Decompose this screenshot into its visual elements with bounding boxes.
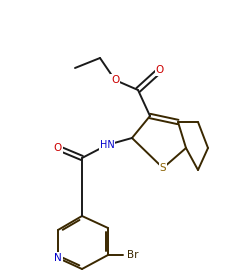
Text: Br: Br xyxy=(127,250,139,260)
Text: HN: HN xyxy=(100,140,114,150)
Text: O: O xyxy=(111,75,119,85)
Text: S: S xyxy=(160,163,166,173)
Text: O: O xyxy=(54,143,62,153)
Text: O: O xyxy=(156,65,164,75)
Text: N: N xyxy=(54,253,62,263)
